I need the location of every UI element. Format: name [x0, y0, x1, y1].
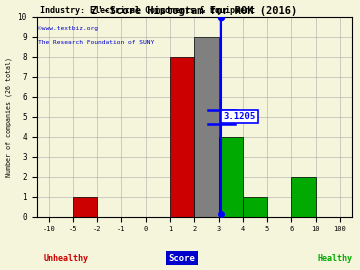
Bar: [170, 57, 194, 217]
Bar: [243, 197, 267, 217]
Bar: [219, 137, 243, 217]
Text: Healthy: Healthy: [318, 254, 352, 263]
Bar: [73, 197, 97, 217]
Text: Unhealthy: Unhealthy: [43, 254, 88, 263]
Text: The Research Foundation of SUNY: The Research Foundation of SUNY: [38, 40, 154, 45]
Text: Industry: Electrical Components & Equipment: Industry: Electrical Components & Equipm…: [40, 6, 255, 15]
Y-axis label: Number of companies (26 total): Number of companies (26 total): [5, 57, 12, 177]
Bar: [194, 37, 219, 217]
Text: Score: Score: [169, 254, 195, 263]
Text: ©www.textbiz.org: ©www.textbiz.org: [38, 26, 98, 31]
Text: 3.1205: 3.1205: [223, 112, 255, 121]
Bar: [291, 177, 316, 217]
Title: Z'-Score Histogram for ROK (2016): Z'-Score Histogram for ROK (2016): [91, 6, 297, 16]
